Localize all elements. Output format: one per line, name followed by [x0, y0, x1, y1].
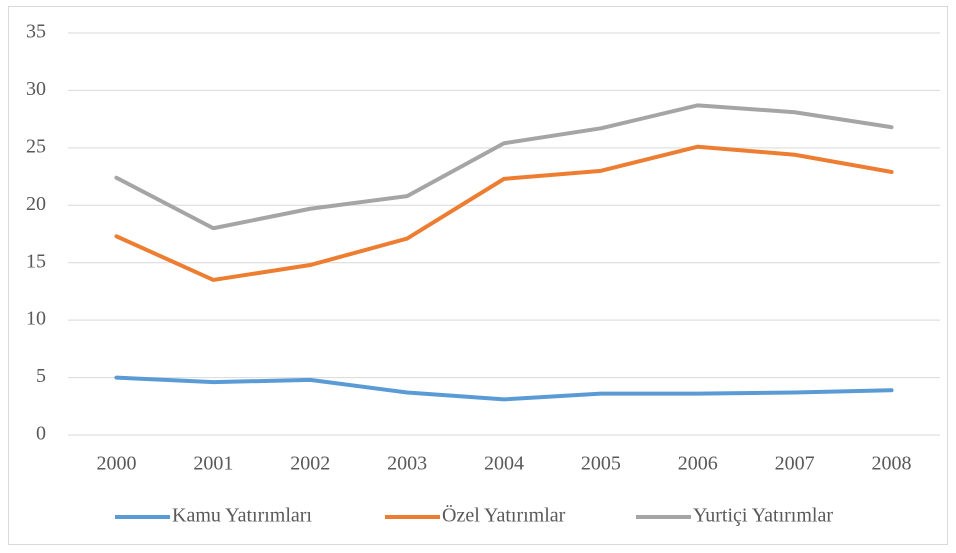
y-tick-label: 20	[26, 193, 46, 215]
x-tick-label: 2004	[484, 453, 524, 475]
x-tick-label: 2005	[581, 453, 621, 475]
x-tick-label: 2007	[775, 453, 815, 475]
y-tick-label: 0	[36, 423, 46, 445]
chart-border	[8, 6, 948, 545]
x-tick-label: 2008	[872, 453, 912, 475]
y-tick-label: 30	[26, 78, 46, 100]
x-tick-label: 2001	[193, 453, 233, 475]
legend-label: Kamu Yatırımları	[172, 505, 312, 527]
legend-label: Yurtiçi Yatırımlar	[693, 505, 833, 527]
x-tick-label: 2000	[96, 453, 136, 475]
series-line	[114, 103, 894, 231]
series-line	[114, 375, 894, 402]
y-tick-label: 5	[36, 365, 46, 387]
series-line	[114, 144, 894, 282]
y-tick-label: 10	[26, 308, 46, 330]
y-tick-label: 15	[26, 250, 46, 272]
x-tick-label: 2003	[387, 453, 427, 475]
legend-label: Özel Yatırımlar	[442, 504, 566, 527]
y-tick-label: 25	[26, 135, 46, 157]
x-tick-label: 2002	[290, 453, 330, 475]
x-tick-label: 2006	[678, 453, 718, 475]
y-tick-label: 35	[26, 21, 46, 43]
